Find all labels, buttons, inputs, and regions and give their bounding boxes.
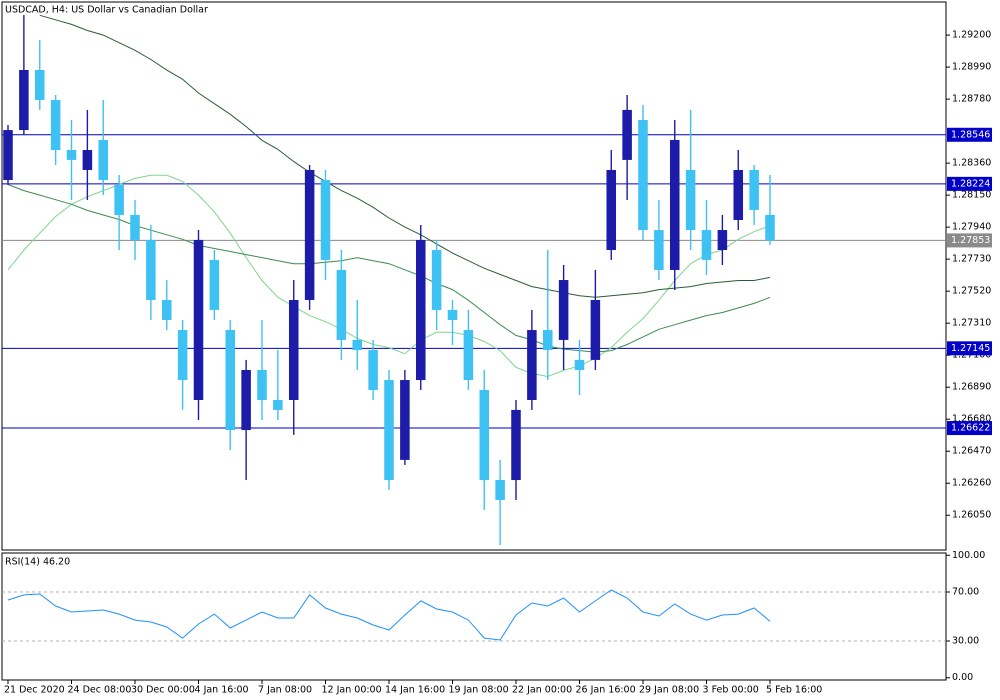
- candle-body: [3, 130, 13, 181]
- candle-body: [701, 230, 712, 260]
- candle-body: [638, 119, 648, 231]
- price-panel: [1, 1, 947, 551]
- x-tick-label: 29 Jan 08:00: [639, 685, 699, 696]
- x-tick-label: 26 Jan 16:00: [576, 685, 636, 696]
- candle-body: [257, 369, 267, 401]
- candle-body: [288, 300, 299, 401]
- y-tick-label: 1.27940: [952, 222, 991, 233]
- candle-body: [654, 230, 664, 270]
- y-tick-label: 1.28150: [952, 190, 991, 201]
- y-tick-label: 70.00: [952, 587, 979, 598]
- candle-body: [622, 109, 632, 160]
- candle-body: [336, 269, 347, 340]
- moving-average: [7, 174, 771, 378]
- candle-body: [50, 100, 61, 151]
- x-tick-label: 14 Jan 16:00: [385, 685, 445, 696]
- y-tick-label: 1.26050: [952, 510, 991, 521]
- y-tick-label: 100.00: [952, 550, 985, 561]
- candle-body: [304, 169, 315, 301]
- rsi-line: [7, 589, 771, 641]
- level-tag-label: 1.28224: [951, 178, 990, 189]
- candle-body: [193, 239, 204, 401]
- candle-body: [685, 169, 696, 231]
- candle-body: [511, 409, 521, 481]
- candle-body: [320, 180, 331, 260]
- level-tag-label: 1.28546: [951, 129, 990, 140]
- candle-body: [590, 300, 601, 360]
- level-tag: [947, 341, 992, 356]
- candle-body: [66, 150, 77, 160]
- candle-body: [606, 169, 617, 251]
- y-tick-label: 1.26470: [952, 446, 991, 457]
- last-price-tag: [947, 233, 992, 248]
- x-tick-label: 21 Dec 2020: [4, 685, 65, 696]
- x-tick-label: 22 Jan 00:00: [512, 685, 572, 696]
- candle-body: [463, 330, 474, 381]
- y-tick-label: 1.27520: [952, 286, 991, 297]
- y-tick-label: 0.00: [952, 672, 973, 683]
- y-tick-label: 1.26890: [952, 382, 991, 393]
- candle-body: [130, 214, 140, 240]
- x-tick-label: 12 Jan 00:00: [322, 685, 382, 696]
- x-tick-label: 19 Jan 08:00: [449, 685, 509, 696]
- rsi-title: RSI(14) 46.20: [5, 557, 70, 568]
- candle-body: [415, 239, 426, 381]
- candle-body: [368, 350, 378, 390]
- candle-body: [34, 69, 45, 101]
- y-tick-label: 1.26260: [952, 478, 991, 489]
- level-tag-label: 1.27145: [951, 343, 990, 354]
- level-tag: [947, 176, 992, 191]
- candle-body: [495, 480, 505, 501]
- x-tick-label: 24 Dec 08:00: [68, 685, 132, 696]
- x-tick-label: 5 Feb 16:00: [766, 685, 822, 696]
- candle-body: [209, 259, 220, 310]
- y-tick-label: 1.28360: [952, 158, 991, 169]
- candle-body: [400, 380, 410, 460]
- candle-body: [447, 309, 458, 320]
- candle-body: [542, 330, 553, 351]
- candle-body: [479, 389, 490, 481]
- candle-body: [669, 139, 680, 270]
- candle-body: [98, 139, 109, 181]
- x-tick-label: 4 Jan 16:00: [195, 685, 249, 696]
- candle-body: [225, 330, 236, 431]
- y-tick-label: 1.28780: [952, 94, 991, 105]
- candle-body: [527, 330, 537, 401]
- candle-body: [574, 359, 585, 370]
- y-tick-label: 1.27310: [952, 318, 991, 329]
- y-tick-label: 1.27730: [952, 254, 991, 265]
- candle-body: [558, 280, 569, 340]
- level-tag: [947, 421, 992, 436]
- x-tick-label: 3 Feb 00:00: [703, 685, 759, 696]
- candle-body: [146, 239, 156, 301]
- level-tag-label: 1.26622: [951, 423, 990, 434]
- candle-body: [161, 300, 172, 320]
- candle-body: [19, 69, 29, 131]
- y-tick-label: 1.28990: [952, 62, 991, 73]
- candle-body: [177, 330, 188, 381]
- candle-body: [273, 400, 283, 410]
- candle-body: [241, 369, 251, 431]
- candle-body: [733, 169, 744, 220]
- candle-body: [765, 214, 775, 241]
- y-tick-label: 1.26680: [952, 414, 991, 425]
- level-tag: [947, 127, 992, 142]
- y-tick-label: 30.00: [952, 635, 979, 646]
- x-tick-label: 30 Dec 00:00: [131, 685, 195, 696]
- candle-body: [431, 250, 442, 310]
- candle-body: [749, 169, 759, 210]
- x-tick-label: 7 Jan 08:00: [258, 685, 312, 696]
- candle-body: [717, 230, 728, 251]
- moving-average: [39, 14, 771, 298]
- candle-body: [384, 380, 394, 481]
- candle-body: [114, 184, 124, 215]
- chart-title: USDCAD, H4: US Dollar vs Canadian Dollar: [5, 5, 208, 16]
- y-tick-label: 1.29200: [952, 30, 991, 41]
- rsi-panel: [1, 552, 947, 681]
- candle-body: [82, 150, 93, 170]
- candle-body: [352, 339, 363, 351]
- last-price-tag-label: 1.27853: [951, 235, 990, 246]
